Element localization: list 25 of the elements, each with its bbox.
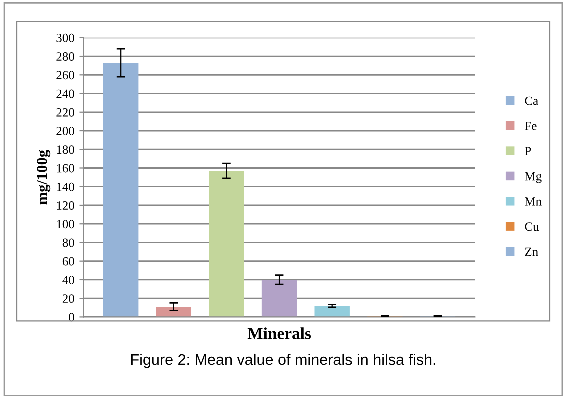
y-tick-label: 140 [57, 182, 74, 192]
legend-label: Cu [525, 222, 540, 232]
y-tick-label: 220 [56, 108, 74, 117]
legend-label: Fe [525, 122, 537, 130]
y-tick-label: 80 [62, 238, 74, 248]
legend-label: Mg [525, 172, 542, 184]
legend-label: Zn [525, 248, 538, 256]
y-tick-label: 120 [57, 202, 74, 210]
caption: Figure 2: Mean value of minerals in hilsa fish. [131, 354, 436, 368]
y-tick-label: 240 [56, 90, 74, 98]
y-tick-label: 60 [62, 257, 74, 266]
y-tick-label: 260 [56, 71, 74, 80]
legend-label: P [525, 147, 532, 156]
y-tick-label: 100 [57, 220, 74, 229]
y-tick-label: 20 [62, 294, 74, 304]
y-tick-label: 160 [57, 164, 74, 173]
legend-label: Ca [525, 96, 538, 106]
y-tick-label: 180 [57, 146, 74, 154]
y-tick-label: 300 [56, 34, 74, 42]
y-tick-label: 40 [62, 276, 74, 284]
y-axis-title: mg/100g [37, 150, 51, 205]
y-tick-label: 200 [56, 127, 74, 136]
y-tick-label: 280 [56, 52, 74, 61]
legend-label: Mn [525, 198, 542, 206]
x-axis-title: Minerals [248, 328, 312, 340]
